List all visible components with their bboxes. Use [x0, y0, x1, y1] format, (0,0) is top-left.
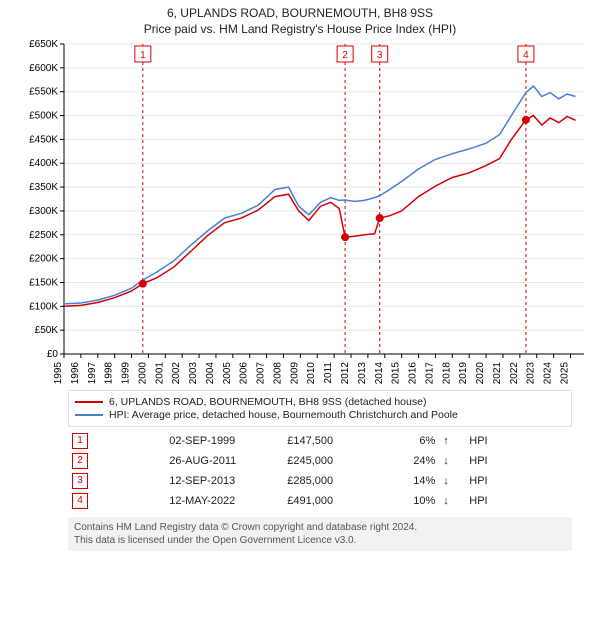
svg-text:2010: 2010 — [306, 361, 317, 384]
svg-text:£150K: £150K — [29, 277, 58, 288]
svg-text:1999: 1999 — [121, 361, 132, 384]
svg-text:£500K: £500K — [29, 110, 58, 121]
svg-text:2007: 2007 — [256, 361, 267, 384]
svg-text:2025: 2025 — [559, 361, 570, 384]
svg-text:£50K: £50K — [35, 325, 59, 336]
svg-text:£200K: £200K — [29, 253, 58, 264]
transactions-table: 102-SEP-1999£147,5006%↑HPI226-AUG-2011£2… — [68, 431, 572, 511]
svg-text:2020: 2020 — [475, 361, 486, 384]
svg-text:2001: 2001 — [154, 361, 165, 384]
svg-text:2008: 2008 — [272, 361, 283, 384]
arrow-icon: ↓ — [439, 471, 465, 491]
svg-text:2015: 2015 — [391, 361, 402, 384]
legend-swatch-2 — [75, 414, 103, 416]
svg-text:2002: 2002 — [171, 361, 182, 384]
transaction-delta: 14% — [381, 471, 439, 491]
svg-text:2006: 2006 — [239, 361, 250, 384]
svg-text:2: 2 — [342, 50, 348, 61]
transaction-price: £285,000 — [283, 471, 381, 491]
footer-line-1: Contains HM Land Registry data © Crown c… — [74, 521, 566, 534]
svg-text:2021: 2021 — [492, 361, 503, 384]
svg-text:£550K: £550K — [29, 86, 58, 97]
transaction-date: 02-SEP-1999 — [165, 431, 283, 451]
transaction-row: 3 12-SEP-2013£285,00014%↓HPI — [68, 471, 572, 491]
transaction-suffix: HPI — [465, 491, 572, 511]
svg-text:2005: 2005 — [222, 361, 233, 384]
transaction-delta: 24% — [381, 451, 439, 471]
svg-text:£100K: £100K — [29, 301, 58, 312]
transaction-date: 26-AUG-2011 — [165, 451, 283, 471]
transaction-suffix: HPI — [465, 451, 572, 471]
svg-text:£300K: £300K — [29, 206, 58, 217]
price-chart: £0 £50K £100K £150K £200K £250K £300K £350K £400… — [8, 38, 592, 386]
svg-text:£650K: £650K — [29, 39, 58, 50]
title-line-2: Price paid vs. HM Land Registry's House … — [8, 22, 592, 36]
legend-row-2: HPI: Average price, detached house, Bour… — [75, 409, 565, 421]
legend-label-2: HPI: Average price, detached house, Bour… — [109, 409, 458, 421]
footer: Contains HM Land Registry data © Crown c… — [68, 517, 572, 551]
legend-swatch-1 — [75, 401, 103, 403]
marker-box: 4 — [72, 493, 88, 509]
svg-text:2022: 2022 — [509, 361, 520, 384]
transaction-date: 12-MAY-2022 — [165, 491, 283, 511]
svg-text:1997: 1997 — [87, 361, 98, 384]
svg-text:2018: 2018 — [441, 361, 452, 384]
transaction-price: £245,000 — [283, 451, 381, 471]
svg-text:1: 1 — [140, 50, 146, 61]
svg-text:2003: 2003 — [188, 361, 199, 384]
legend: 6, UPLANDS ROAD, BOURNEMOUTH, BH8 9SS (d… — [68, 390, 572, 427]
arrow-icon: ↓ — [439, 491, 465, 511]
transaction-price: £491,000 — [283, 491, 381, 511]
svg-text:2011: 2011 — [323, 361, 334, 383]
svg-text:1995: 1995 — [53, 361, 64, 384]
svg-text:2014: 2014 — [374, 361, 385, 384]
transaction-price: £147,500 — [283, 431, 381, 451]
marker-box: 2 — [72, 453, 88, 469]
svg-text:2017: 2017 — [424, 361, 435, 384]
svg-text:£600K: £600K — [29, 62, 58, 73]
svg-text:2024: 2024 — [543, 361, 554, 384]
legend-row-1: 6, UPLANDS ROAD, BOURNEMOUTH, BH8 9SS (d… — [75, 396, 565, 408]
transaction-row: 2 26-AUG-2011£245,00024%↓HPI — [68, 451, 572, 471]
transaction-row: 1 02-SEP-1999£147,5006%↑HPI — [68, 431, 572, 451]
transaction-delta: 6% — [381, 431, 439, 451]
svg-text:2009: 2009 — [289, 361, 300, 384]
svg-text:2004: 2004 — [205, 361, 216, 384]
svg-text:4: 4 — [523, 50, 529, 61]
legend-label-1: 6, UPLANDS ROAD, BOURNEMOUTH, BH8 9SS (d… — [109, 396, 426, 408]
svg-text:£0: £0 — [47, 349, 59, 360]
svg-text:£250K: £250K — [29, 229, 58, 240]
transaction-suffix: HPI — [465, 471, 572, 491]
svg-text:£450K: £450K — [29, 134, 58, 145]
svg-text:2023: 2023 — [526, 361, 537, 384]
transaction-date: 12-SEP-2013 — [165, 471, 283, 491]
footer-line-2: This data is licensed under the Open Gov… — [74, 534, 566, 547]
svg-text:3: 3 — [377, 50, 383, 61]
arrow-icon: ↑ — [439, 431, 465, 451]
title-line-1: 6, UPLANDS ROAD, BOURNEMOUTH, BH8 9SS — [8, 6, 592, 22]
svg-text:£350K: £350K — [29, 182, 58, 193]
svg-text:2016: 2016 — [408, 361, 419, 384]
svg-text:£400K: £400K — [29, 158, 58, 169]
transaction-delta: 10% — [381, 491, 439, 511]
svg-text:1998: 1998 — [104, 361, 115, 384]
transaction-suffix: HPI — [465, 431, 572, 451]
arrow-icon: ↓ — [439, 451, 465, 471]
svg-text:2019: 2019 — [458, 361, 469, 384]
svg-text:2013: 2013 — [357, 361, 368, 384]
marker-box: 3 — [72, 473, 88, 489]
svg-text:1996: 1996 — [70, 361, 81, 384]
svg-text:2012: 2012 — [340, 361, 351, 384]
transaction-row: 4 12-MAY-2022£491,00010%↓HPI — [68, 491, 572, 511]
svg-text:2000: 2000 — [137, 361, 148, 384]
marker-box: 1 — [72, 433, 88, 449]
